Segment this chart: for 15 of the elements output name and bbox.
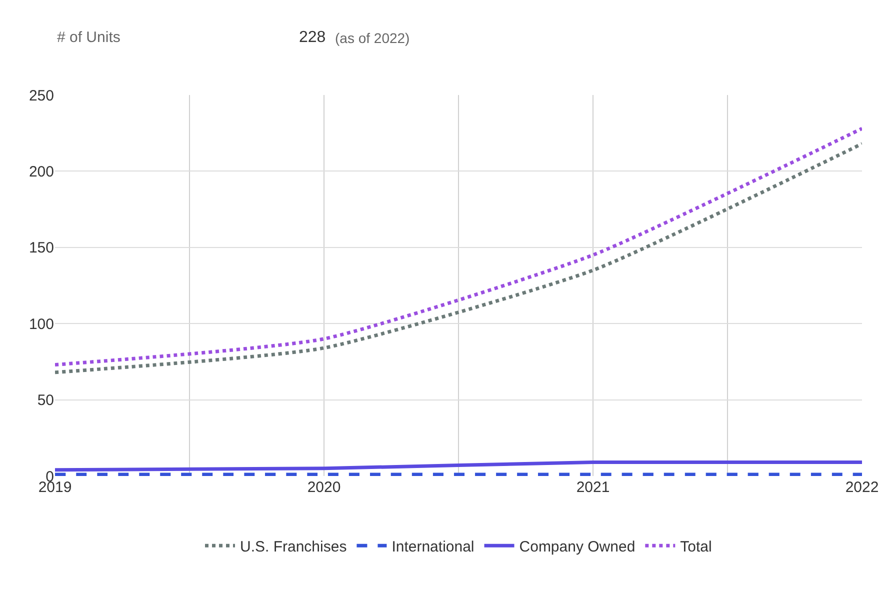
- y-tick-label: 50: [37, 392, 54, 410]
- text: (as of 2022): [335, 30, 410, 46]
- y-tick-label: 250: [28, 87, 54, 104]
- legend-label: U.S. Franchises: [240, 538, 347, 556]
- y-tick-label: 150: [28, 240, 54, 257]
- text: 228: [299, 29, 326, 46]
- y-tick-label: 200: [28, 163, 54, 180]
- y-tick-label: 100: [28, 316, 54, 333]
- legend-label: Company Owned: [519, 538, 636, 556]
- text: # of Units: [57, 29, 120, 46]
- x-tick-label: 2020: [307, 479, 341, 496]
- legend-label: Total: [680, 538, 712, 556]
- x-tick-label: 2022: [845, 479, 879, 496]
- x-tick-label: 2021: [576, 479, 610, 496]
- legend-label: International: [392, 538, 474, 556]
